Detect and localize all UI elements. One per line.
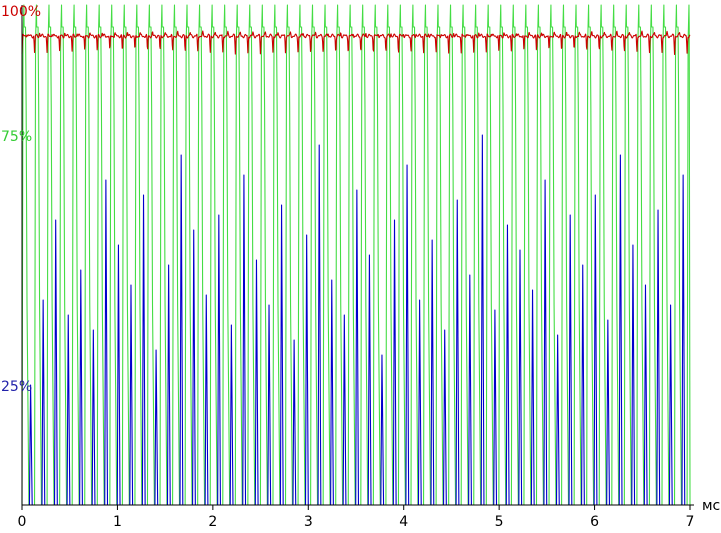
x-tick-label: 1	[113, 514, 122, 530]
axis-layer	[21, 5, 694, 510]
x-tick-label: 0	[18, 514, 27, 530]
x-unit-label: мс	[702, 498, 720, 514]
series-line-0	[21, 30, 691, 55]
x-tick-label: 3	[304, 514, 313, 530]
y-tick-label: 75%	[1, 129, 32, 145]
y-tick-label: 25%	[1, 379, 32, 395]
series-layer	[21, 4, 691, 506]
x-tick-label: 5	[495, 514, 504, 530]
x-tick-label: 2	[208, 514, 217, 530]
x-tick-label: 4	[399, 514, 408, 530]
x-tick-label: 6	[590, 514, 599, 530]
label-layer: 0 1 2 3 4 5 6 7 мс 100% 75% 25%	[1, 4, 720, 530]
x-tick-label: 7	[686, 514, 695, 530]
series-line-2	[22, 134, 690, 506]
y-tick-label: 100%	[1, 4, 41, 20]
